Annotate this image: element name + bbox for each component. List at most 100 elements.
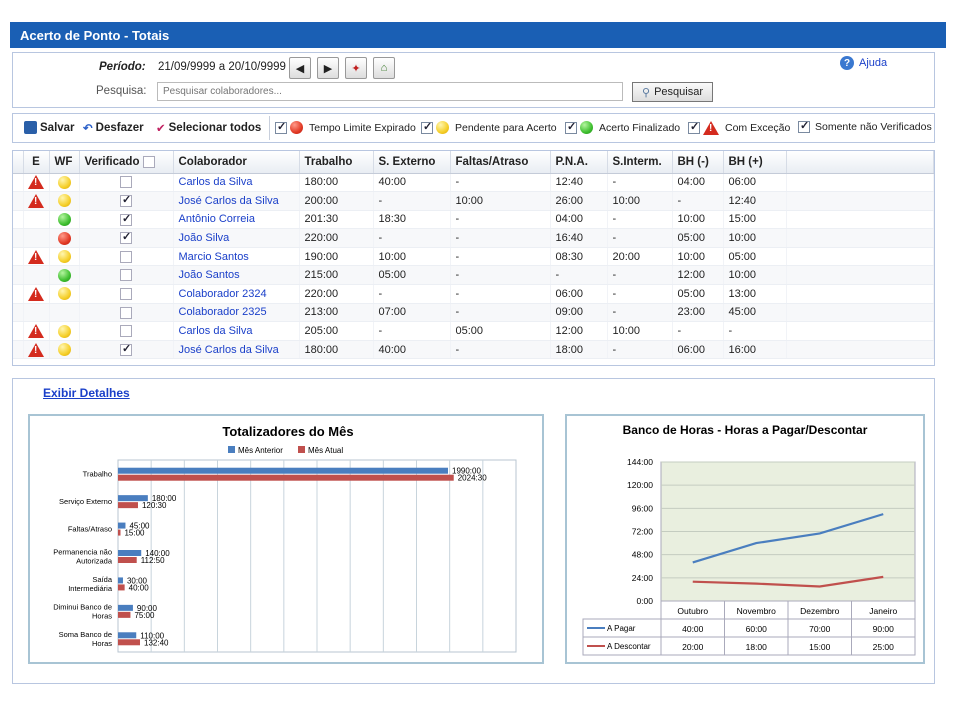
cell-bh-minus: 06:00	[672, 340, 724, 360]
col-bh-plus[interactable]: BH (+)	[723, 151, 787, 174]
table-row[interactable]: João Santos 215:00 05:00- - -12:00 10:00	[13, 265, 934, 286]
verified-checkbox[interactable]	[120, 287, 132, 300]
help-link[interactable]: ? Ajuda	[840, 56, 887, 70]
cell-colaborador[interactable]: José Carlos da Silva	[173, 340, 300, 360]
filter-unverified[interactable]: Somente não Verificados	[798, 119, 932, 133]
cell-colaborador[interactable]: José Carlos da Silva	[173, 191, 300, 211]
cell-colaborador[interactable]: Colaborador 2324	[173, 284, 300, 304]
window-title: Acerto de Ponto - Totais	[10, 22, 946, 48]
cell-verificado	[79, 340, 174, 360]
show-details-link[interactable]: Exibir Detalhes	[43, 386, 130, 400]
cell-bh-minus: -	[672, 321, 724, 341]
verified-checkbox[interactable]	[120, 193, 132, 207]
filter-exception-checkbox[interactable]	[688, 120, 700, 134]
yellow-dot-icon	[57, 287, 71, 301]
warning-icon	[28, 175, 44, 190]
cell-colaborador[interactable]: Carlos da Silva	[173, 321, 300, 341]
hour-bank-chart: Banco de Horas - Horas a Pagar/Descontar…	[565, 414, 925, 664]
pin-button[interactable]: ✦	[345, 57, 367, 79]
row-gutter	[13, 210, 24, 230]
filter-timeout[interactable]: Tempo Limite Expirado	[275, 120, 416, 134]
col-trabalho[interactable]: Trabalho	[299, 151, 374, 174]
verified-checkbox[interactable]	[120, 212, 132, 226]
chart-title: Banco de Horas - Horas a Pagar/Descontar	[623, 423, 868, 437]
verified-checkbox[interactable]	[120, 325, 132, 338]
next-period-button[interactable]: ▶	[317, 57, 339, 79]
table-row[interactable]: Marcio Santos190:0010:00-08:3020:0010:00…	[13, 247, 934, 267]
series-line	[692, 575, 884, 588]
table-row[interactable]: José Carlos da Silva200:00-10:0026:0010:…	[13, 191, 934, 211]
home-button[interactable]: ⌂	[373, 57, 395, 79]
filter-unverified-checkbox[interactable]	[798, 119, 810, 133]
data-value: 18:00	[746, 642, 768, 652]
verified-checkbox[interactable]	[120, 176, 132, 189]
cell-pna: -	[550, 265, 608, 286]
col-s-interm[interactable]: S.Interm.	[607, 151, 673, 174]
verify-all-checkbox[interactable]	[142, 155, 155, 168]
cell-colaborador[interactable]: Carlos da Silva	[173, 173, 300, 193]
bar-data-label: 110:00	[140, 631, 164, 640]
series-line	[692, 513, 884, 564]
col-s-externo[interactable]: S. Externo	[373, 151, 451, 174]
filter-pending-checkbox[interactable]	[421, 120, 433, 134]
cell-bh-minus: 04:00	[672, 173, 724, 193]
cell-colaborador[interactable]: Marcio Santos	[173, 247, 300, 267]
cell-wf	[49, 191, 80, 211]
verified-checkbox[interactable]	[120, 250, 132, 263]
yellow-dot-icon	[57, 324, 71, 338]
filter-finished[interactable]: Acerto Finalizado	[565, 120, 680, 134]
cell-colaborador[interactable]: João Silva	[173, 228, 300, 248]
filter-pending[interactable]: Pendente para Acerto	[421, 120, 557, 134]
col-wf[interactable]: WF	[49, 151, 80, 174]
col-verificado[interactable]: Verificado	[79, 151, 174, 174]
search-button[interactable]: ⚲ Pesquisar	[632, 82, 713, 102]
cell-s-interm: -	[607, 210, 673, 230]
bar-data-label: 90:00	[137, 604, 158, 613]
col-e[interactable]: E	[23, 151, 50, 174]
undo-label: Desfazer	[95, 122, 144, 134]
verified-checkbox[interactable]	[120, 269, 132, 282]
cell-filler	[786, 191, 934, 211]
cell-colaborador[interactable]: Antônio Correia	[173, 210, 300, 230]
verified-checkbox[interactable]	[120, 342, 132, 356]
save-button[interactable]: Salvar	[24, 121, 75, 134]
undo-button[interactable]: ↶ Desfazer	[83, 121, 144, 135]
col-pna[interactable]: P.N.A.	[550, 151, 608, 174]
pin-icon: ✦	[351, 62, 361, 75]
col-colaborador[interactable]: Colaborador	[173, 151, 300, 174]
bar	[118, 550, 142, 556]
filter-exception[interactable]: Com Exceção	[688, 120, 790, 135]
yellow-dot-icon	[57, 175, 71, 189]
bar	[118, 611, 131, 618]
cell-trabalho: 215:00	[299, 265, 374, 286]
cell-pna: 06:00	[550, 284, 608, 304]
filter-timeout-checkbox[interactable]	[275, 120, 287, 134]
filter-finished-checkbox[interactable]	[565, 120, 577, 134]
table-row[interactable]: Carlos da Silva180:0040:00-12:40-04:0006…	[13, 173, 934, 193]
verified-checkbox[interactable]	[120, 306, 132, 319]
select-all-button[interactable]: ✔ Selecionar todos	[156, 121, 261, 135]
col-faltas-atraso[interactable]: Faltas/Atraso	[450, 151, 551, 174]
table-row[interactable]: Colaborador 2325 213:00 07:00-09:00-23:00 4…	[13, 303, 934, 323]
table-row[interactable]: José Carlos da Silva180:0040:00-18:00-06…	[13, 340, 934, 360]
cell-s-interm: -	[607, 173, 673, 193]
verified-checkbox[interactable]	[120, 230, 132, 245]
cell-s-interm: -	[607, 228, 673, 248]
col-bh-minus[interactable]: BH (-)	[672, 151, 724, 174]
cell-colaborador[interactable]: João Santos	[173, 265, 300, 286]
y-tick-label: 72:00	[632, 527, 654, 537]
warning-icon	[28, 193, 44, 208]
previous-period-button[interactable]: ◀	[289, 57, 311, 79]
category-label: Faltas/Atraso	[68, 525, 112, 534]
cell-faltas-atraso: -	[450, 340, 551, 360]
search-input[interactable]	[157, 82, 623, 101]
y-tick-label: 24:00	[632, 573, 654, 583]
cell-colaborador[interactable]: Colaborador 2325	[173, 303, 300, 323]
table-row[interactable]: Antônio Correia201:3018:30-04:00-10:0015…	[13, 210, 934, 230]
chart-title: Totalizadores do Mês	[222, 424, 353, 439]
row-gutter	[13, 247, 24, 267]
cell-s-externo: -	[373, 284, 451, 304]
